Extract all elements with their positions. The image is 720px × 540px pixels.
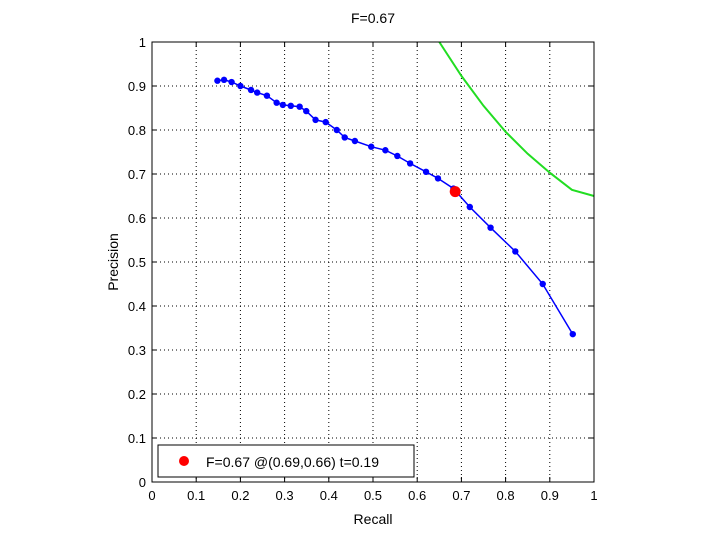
y-tick-label: 0.7 xyxy=(128,167,146,182)
x-tick-label: 0.7 xyxy=(452,488,470,503)
series-layer xyxy=(214,41,595,338)
pr-point xyxy=(253,89,261,96)
x-tick-label: 0.1 xyxy=(187,488,205,503)
x-axis-label: Recall xyxy=(354,511,393,527)
pr-point xyxy=(422,168,430,175)
x-tick-label: 0.3 xyxy=(276,488,294,503)
y-tick-label: 0.8 xyxy=(128,123,146,138)
x-tick-label: 0.9 xyxy=(541,488,559,503)
y-tick-label: 0.9 xyxy=(128,79,146,94)
pr-point xyxy=(434,175,442,182)
x-tick-label: 0.6 xyxy=(408,488,426,503)
pr-point xyxy=(406,160,414,167)
pr-curve-line xyxy=(217,79,574,335)
pr-point xyxy=(322,118,329,126)
y-tick-label: 0.2 xyxy=(128,387,146,402)
y-tick-label: 0.5 xyxy=(128,255,146,270)
legend-label: F=0.67 @(0.69,0.66) t=0.19 xyxy=(206,454,379,470)
pr-point xyxy=(296,103,303,110)
y-tick-label: 1 xyxy=(139,35,146,50)
pr-point xyxy=(368,143,375,150)
y-tick-label: 0.1 xyxy=(128,431,146,446)
pr-point xyxy=(512,248,519,255)
pr-point xyxy=(263,92,271,99)
pr-point xyxy=(333,126,340,134)
legend-marker-best-point xyxy=(179,456,189,466)
pr-point xyxy=(341,134,348,141)
y-tick-label: 0.4 xyxy=(128,299,146,314)
x-tick-label: 0.2 xyxy=(231,488,249,503)
grid-lines xyxy=(152,42,594,482)
axis-ticks: 0 0.1 0.2 0.3 0.4 0.5 0.6 0.7 0.8 0.9 1 0 0.1 0.2 0.3 0… xyxy=(128,35,598,503)
x-tick-label: 0 xyxy=(148,488,155,503)
legend: F=0.67 @(0.69,0.66) t=0.19 xyxy=(157,444,415,478)
pr-point xyxy=(394,152,401,160)
pr-point xyxy=(312,116,319,124)
y-tick-label: 0.6 xyxy=(128,211,146,226)
y-tick-label: 0 xyxy=(139,475,146,490)
pr-point xyxy=(273,99,280,106)
x-tick-label: 0.5 xyxy=(364,488,382,503)
pr-point xyxy=(287,102,294,110)
pr-point xyxy=(487,224,494,231)
legend-box xyxy=(157,444,415,478)
y-axis-label: Precision xyxy=(105,233,121,291)
pr-point xyxy=(237,82,244,90)
pr-point xyxy=(351,137,359,145)
pr-point xyxy=(539,280,546,288)
x-tick-label: 0.8 xyxy=(497,488,515,503)
x-tick-label: 0.4 xyxy=(320,488,338,503)
pr-point xyxy=(228,78,235,86)
pr-point xyxy=(303,107,310,115)
pr-point xyxy=(569,330,576,338)
x-tick-label: 1 xyxy=(590,488,597,503)
pr-point xyxy=(279,101,287,109)
pr-point xyxy=(382,147,389,154)
best-f-point xyxy=(449,186,461,198)
chart-title: F=0.67 xyxy=(351,10,395,26)
pr-point xyxy=(466,203,473,211)
iso-f-curve xyxy=(438,41,595,197)
pr-point xyxy=(214,77,221,84)
y-tick-label: 0.3 xyxy=(128,343,146,358)
pr-point xyxy=(247,86,255,94)
pr-point xyxy=(220,76,228,84)
